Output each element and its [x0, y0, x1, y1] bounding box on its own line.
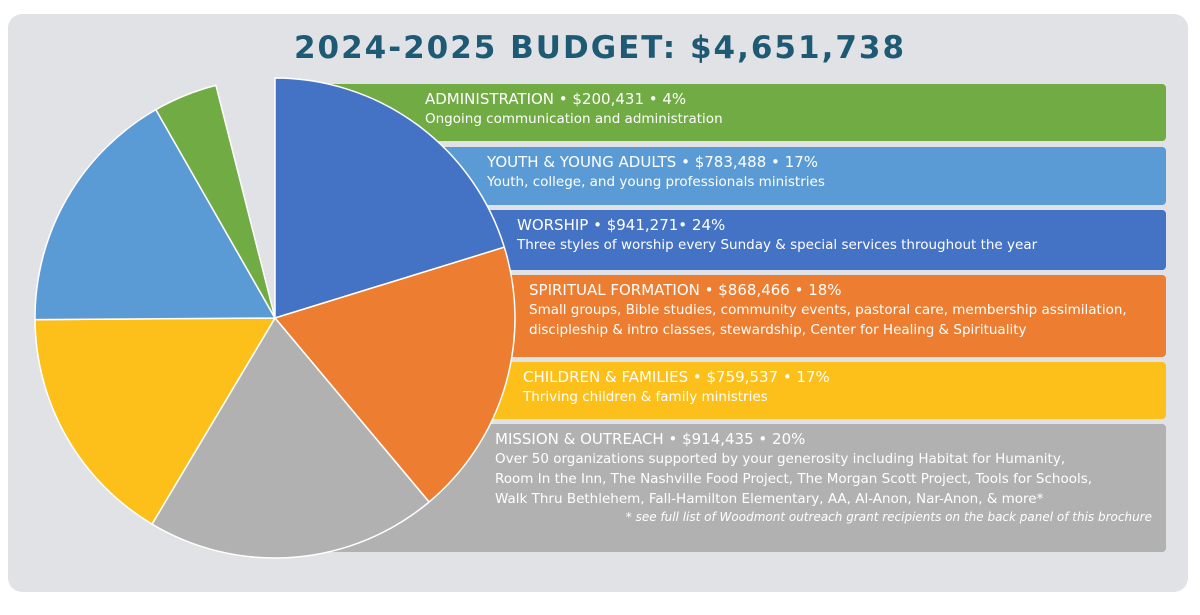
band-spiritual-header: SPIRITUAL FORMATION • $868,466 • 18% [529, 281, 842, 299]
pie-slice-worship [274, 77, 506, 319]
band-spiritual-description: Small groups, Bible studies, community e… [529, 302, 1127, 338]
pie-slice-mission [151, 317, 430, 559]
band-administration-description: Ongoing communication and administration [425, 111, 723, 127]
band-mission-footnote: * see full list of Woodmont outreach gra… [625, 510, 1152, 524]
band-administration: ADMINISTRATION • $200,431 • 4% Ongoing c… [275, 84, 1166, 141]
pie-slice-administration [155, 84, 276, 319]
pie-slice-youth [34, 108, 276, 321]
band-administration-header: ADMINISTRATION • $200,431 • 4% [425, 90, 687, 108]
band-children-description: Thriving children & family ministries [523, 389, 768, 405]
pie-slice-spiritual [274, 246, 516, 503]
band-mission-description: Over 50 organizations supported by your … [495, 451, 1093, 507]
band-mission-header: MISSION & OUTREACH • $914,435 • 20% [495, 430, 806, 448]
chart-title: 2024-2025 BUDGET: $4,651,738 [293, 30, 907, 66]
pie-slice-children [34, 317, 276, 525]
band-youth-header: YOUTH & YOUNG ADULTS • $783,488 • 17% [487, 153, 818, 171]
band-youth-description: Youth, college, and young professionals … [487, 174, 825, 190]
band-children-header: CHILDREN & FAMILIES • $759,537 • 17% [523, 368, 830, 386]
band-worship-description: Three styles of worship every Sunday & s… [517, 237, 1038, 253]
band-worship-header: WORSHIP • $941,271• 24% [517, 216, 726, 234]
